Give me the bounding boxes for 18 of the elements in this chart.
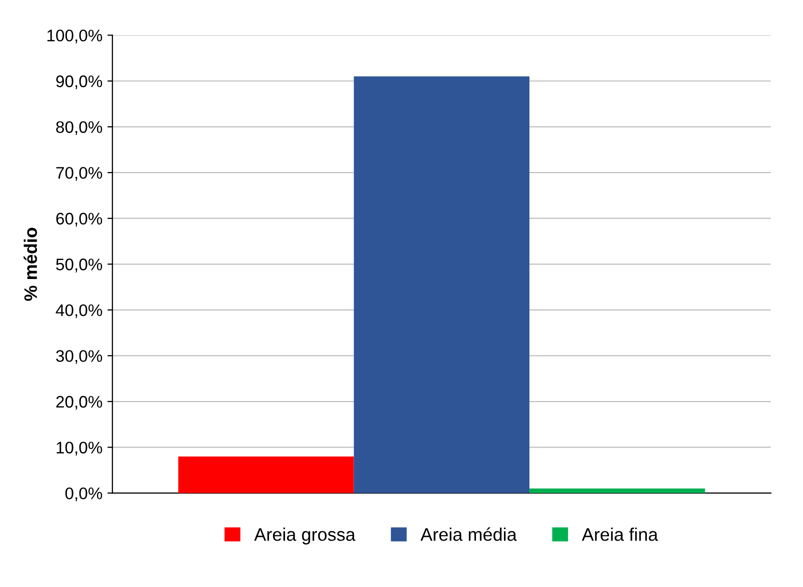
y-tick-label: 30,0% (56, 350, 102, 364)
legend-label: Areia grossa (254, 528, 356, 544)
y-tick-label: 90,0% (56, 75, 102, 90)
bar (529, 488, 706, 494)
y-tick-label: 40,0% (56, 304, 102, 318)
bar (354, 76, 530, 494)
y-tick-label: 70,0% (56, 166, 102, 181)
y-tick-label: 0,0% (65, 487, 102, 502)
y-tick-label: 60,0% (56, 212, 102, 227)
y-tick-label: 20,0% (56, 396, 102, 410)
y-tick-label: 80,0% (56, 121, 102, 135)
bar (178, 456, 354, 494)
y-tick-label: 100,0% (47, 30, 102, 44)
y-axis-title: % médio (24, 228, 38, 301)
y-tick-label: 50,0% (56, 258, 102, 272)
legend-label: Areia média (420, 527, 517, 541)
y-tick-label: 10,0% (56, 442, 102, 456)
legend-label: Areia fina (582, 528, 658, 541)
